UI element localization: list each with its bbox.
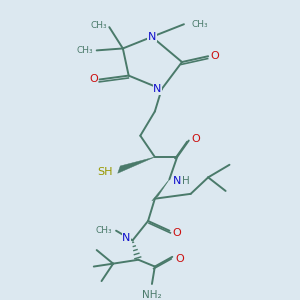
Text: N: N bbox=[173, 176, 181, 186]
Polygon shape bbox=[118, 157, 155, 173]
Text: H: H bbox=[182, 176, 190, 186]
Text: CH₃: CH₃ bbox=[91, 21, 107, 30]
Polygon shape bbox=[152, 179, 170, 201]
Text: N: N bbox=[148, 32, 156, 42]
Text: N: N bbox=[122, 233, 130, 243]
Text: O: O bbox=[175, 254, 184, 264]
Text: CH₃: CH₃ bbox=[192, 20, 208, 29]
Text: O: O bbox=[89, 74, 98, 85]
Text: O: O bbox=[192, 134, 200, 144]
Text: NH₂: NH₂ bbox=[142, 290, 162, 300]
Text: CH₃: CH₃ bbox=[96, 226, 112, 235]
Text: SH: SH bbox=[98, 167, 113, 177]
Text: N: N bbox=[153, 84, 162, 94]
Text: O: O bbox=[172, 228, 181, 238]
Text: CH₃: CH₃ bbox=[76, 46, 93, 55]
Text: O: O bbox=[210, 51, 219, 61]
